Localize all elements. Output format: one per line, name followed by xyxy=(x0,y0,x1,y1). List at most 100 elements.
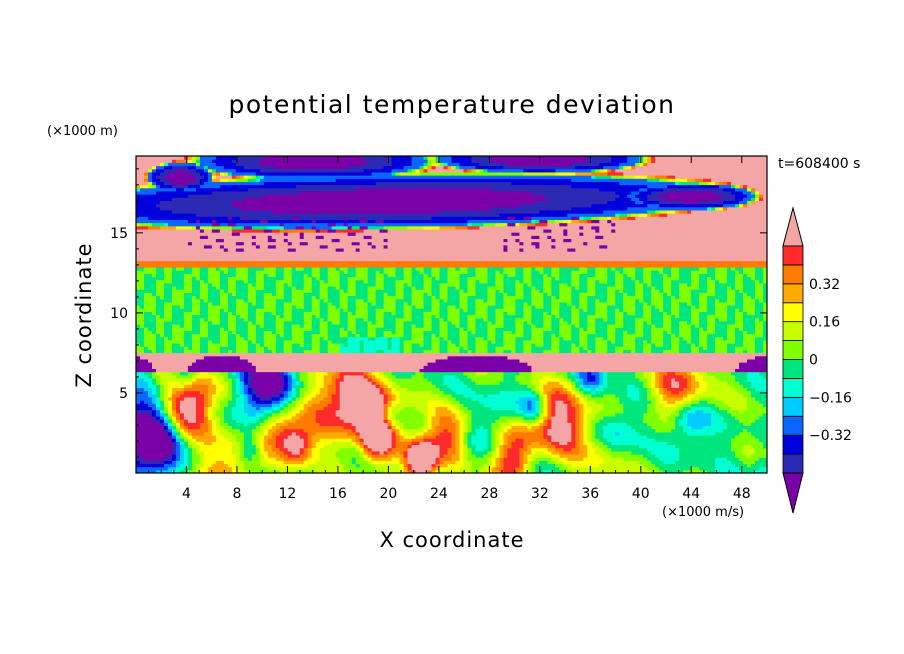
contour-cell xyxy=(523,168,556,173)
contour-cell xyxy=(291,390,297,395)
contour-cell xyxy=(455,225,469,230)
contour-cell xyxy=(227,222,237,227)
contour-cell xyxy=(579,320,588,325)
contour-cell xyxy=(551,409,556,414)
contour-cell xyxy=(543,349,560,354)
contour-cell xyxy=(143,387,153,392)
contour-cell xyxy=(287,447,301,452)
contour-cell xyxy=(311,327,321,331)
contour-cell xyxy=(223,270,229,274)
contour-cell xyxy=(651,339,664,344)
contour-cell xyxy=(243,216,249,220)
contour-cell xyxy=(295,371,301,376)
contour-cell xyxy=(671,301,680,306)
x-tick-label: 48 xyxy=(733,486,751,502)
contour-cell xyxy=(163,339,185,344)
colorbar-swatch xyxy=(782,378,804,398)
contour-cell xyxy=(395,311,405,316)
contour-cell xyxy=(407,460,437,465)
contour-cell xyxy=(727,308,736,312)
contour-cell xyxy=(731,184,736,189)
contour-cell xyxy=(223,406,233,411)
contour-cell xyxy=(163,320,185,325)
contour-cell xyxy=(563,238,572,243)
contour-cell xyxy=(455,434,461,439)
contour-cell xyxy=(731,285,736,290)
contour-cell xyxy=(307,273,313,278)
contour-cell xyxy=(191,384,209,389)
contour-cell xyxy=(519,453,524,458)
contour-cell xyxy=(571,292,580,297)
contour-cell xyxy=(459,403,465,408)
contour-cell xyxy=(639,197,648,201)
contour-cell xyxy=(251,241,257,246)
contour-cell xyxy=(235,466,245,471)
contour-cell xyxy=(683,400,692,404)
contour-cell xyxy=(251,371,281,376)
contour-cell xyxy=(227,428,241,433)
contour-cell xyxy=(595,279,600,284)
contour-cell xyxy=(607,381,644,385)
contour-cell xyxy=(167,434,173,439)
contour-cell xyxy=(403,330,413,335)
contour-cell xyxy=(711,206,716,211)
contour-cell xyxy=(599,168,604,173)
contour-cell xyxy=(243,460,261,465)
contour-cell xyxy=(543,285,552,290)
contour-cell xyxy=(411,466,433,471)
contour-cell xyxy=(515,438,524,442)
contour-cell xyxy=(323,374,333,379)
contour-cell xyxy=(383,165,405,170)
contour-cell xyxy=(359,349,365,354)
contour-cell xyxy=(239,355,449,360)
contour-cell xyxy=(159,225,177,230)
contour-cell xyxy=(327,339,333,344)
contour-cell xyxy=(503,266,516,271)
contour-cell xyxy=(663,381,672,385)
contour-cell xyxy=(259,324,265,328)
contour-cell xyxy=(563,228,568,233)
contour-cell xyxy=(635,304,644,309)
contour-cell xyxy=(523,311,532,316)
contour-cell xyxy=(136,263,767,268)
contour-cell xyxy=(547,403,552,408)
contour-cell xyxy=(195,295,201,300)
contour-cell xyxy=(383,320,397,325)
contour-cell xyxy=(247,343,257,347)
contour-cell xyxy=(235,156,265,160)
contour-cell xyxy=(395,415,425,420)
contour-cell xyxy=(231,228,265,233)
contour-cell xyxy=(163,463,177,468)
contour-cell xyxy=(655,324,664,328)
contour-cell xyxy=(495,317,505,322)
contour-cell xyxy=(671,289,680,293)
contour-cell xyxy=(511,444,524,449)
contour-cell xyxy=(291,216,301,220)
contour-cell xyxy=(227,311,233,316)
contour-cell xyxy=(395,320,405,325)
contour-cell xyxy=(303,396,313,401)
contour-cell xyxy=(631,450,652,455)
contour-cell xyxy=(739,289,744,293)
contour-cell xyxy=(335,228,365,233)
contour-cell xyxy=(671,285,680,290)
contour-cell xyxy=(387,450,397,455)
contour-cell xyxy=(547,409,552,414)
contour-cell xyxy=(539,400,544,404)
contour-cell xyxy=(151,168,157,173)
contour-cell xyxy=(539,415,544,420)
contour-cell xyxy=(347,324,357,328)
contour-cell xyxy=(347,304,357,309)
contour-cell xyxy=(403,270,413,274)
contour-cell xyxy=(235,336,245,341)
contour-cell xyxy=(171,209,273,214)
contour-cell xyxy=(227,295,249,300)
contour-cell xyxy=(563,460,604,465)
contour-cell xyxy=(423,374,445,379)
contour-cell xyxy=(671,333,676,338)
contour-cell xyxy=(243,393,249,398)
contour-cell xyxy=(183,311,201,316)
contour-cell xyxy=(399,390,433,395)
contour-cell xyxy=(411,276,425,281)
contour-cell xyxy=(183,450,189,455)
